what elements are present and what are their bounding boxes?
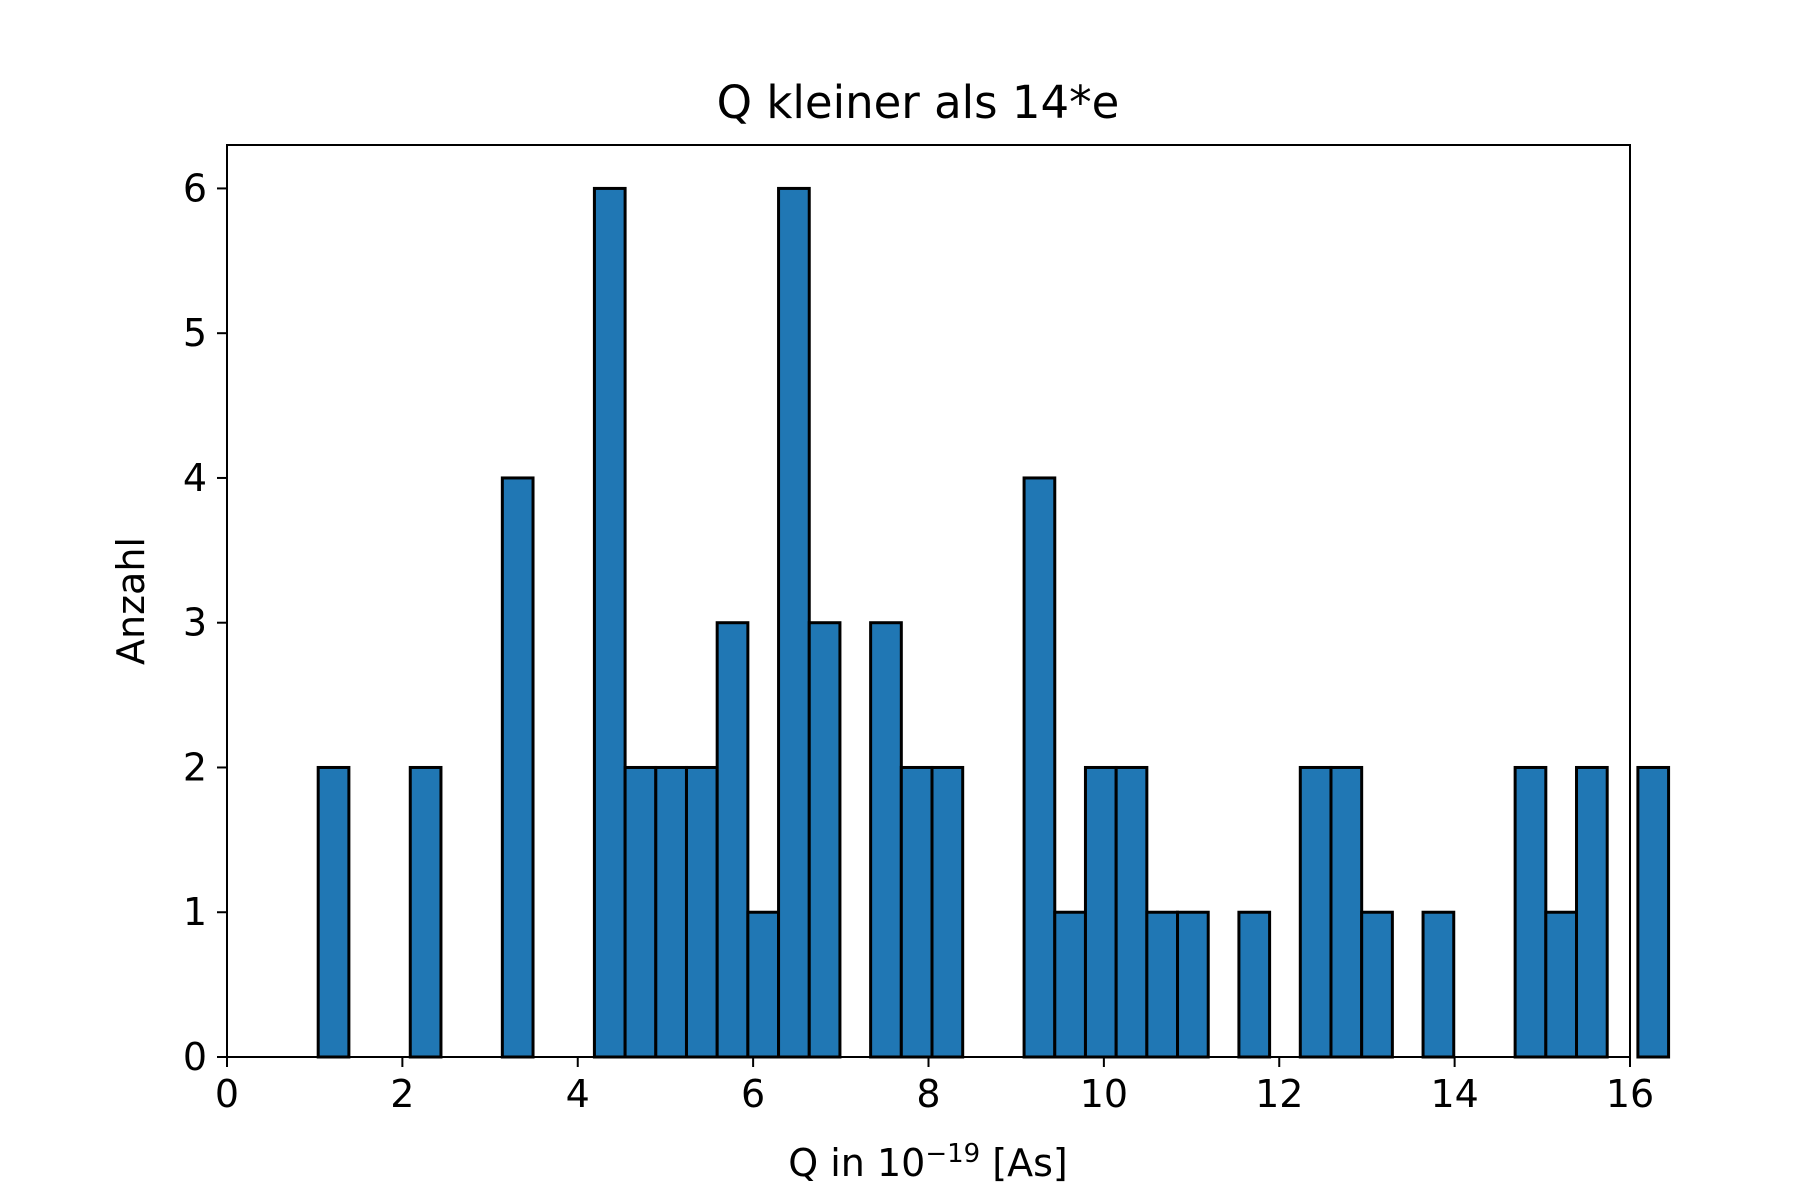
y-ticks-group: 0 1 2 3 4 5 6: [183, 166, 227, 1079]
histogram-bar: [746, 910, 781, 1059]
x-tick-label: 4: [566, 1072, 590, 1116]
histogram-bar: [899, 765, 934, 1059]
y-tick-label: 4: [183, 456, 207, 500]
histogram-bar: [623, 765, 658, 1059]
histogram-bar: [684, 765, 719, 1059]
histogram-bar: [316, 765, 351, 1059]
histogram-bar: [1083, 765, 1118, 1059]
histogram-bar: [1575, 765, 1609, 1059]
x-tick-label: 0: [215, 1072, 239, 1116]
y-axis-label: Anzahl: [109, 537, 153, 665]
histogram-bar: [869, 621, 903, 1059]
histogram-bar: [1329, 765, 1364, 1059]
histogram-bar: [1237, 910, 1272, 1059]
histogram-bar: [592, 186, 627, 1059]
x-tick-label: 10: [1080, 1072, 1128, 1116]
x-tick-label: 14: [1430, 1072, 1478, 1116]
histogram-bar: [1053, 910, 1087, 1059]
x-ticks-group: 0 2 4 6 8 10 12 14 16: [215, 1057, 1654, 1116]
histogram-bar: [1513, 765, 1548, 1059]
x-axis-label-exponent: −19: [925, 1139, 980, 1169]
y-tick-label: 3: [183, 601, 207, 645]
y-tick-label: 1: [183, 890, 207, 934]
x-tick-label: 16: [1606, 1072, 1654, 1116]
bars-group: [316, 186, 1671, 1059]
histogram-bar: [1176, 910, 1210, 1059]
histogram-bar: [1022, 476, 1057, 1059]
histogram-bar: [777, 186, 811, 1059]
histogram-bar: [1114, 765, 1149, 1059]
histogram-bar: [500, 476, 535, 1059]
x-axis-label-suffix: [As]: [980, 1141, 1068, 1185]
histogram-bar: [1145, 910, 1180, 1059]
y-tick-label: 0: [183, 1035, 207, 1079]
y-tick-label: 2: [183, 745, 207, 789]
x-axis-label-prefix: Q in 10: [788, 1141, 925, 1185]
histogram-bar: [408, 765, 443, 1059]
histogram-bar: [1421, 910, 1456, 1059]
x-tick-label: 12: [1255, 1072, 1303, 1116]
histogram-bar: [1544, 910, 1579, 1059]
x-tick-label: 2: [390, 1072, 414, 1116]
histogram-bar: [715, 621, 750, 1059]
y-tick-label: 5: [183, 311, 207, 355]
x-tick-label: 8: [916, 1072, 940, 1116]
histogram-bar: [930, 765, 965, 1059]
histogram-bar: [1298, 765, 1333, 1059]
histogram-bar: [1360, 910, 1394, 1059]
x-tick-label: 6: [741, 1072, 765, 1116]
y-tick-label: 6: [183, 166, 207, 210]
histogram-bar: [654, 765, 688, 1059]
histogram-bar: [807, 621, 842, 1059]
histogram-bar: [1636, 765, 1671, 1059]
x-axis-label: Q in 10−19 [As]: [788, 1139, 1067, 1185]
chart-title: Q kleiner als 14*e: [717, 76, 1120, 129]
